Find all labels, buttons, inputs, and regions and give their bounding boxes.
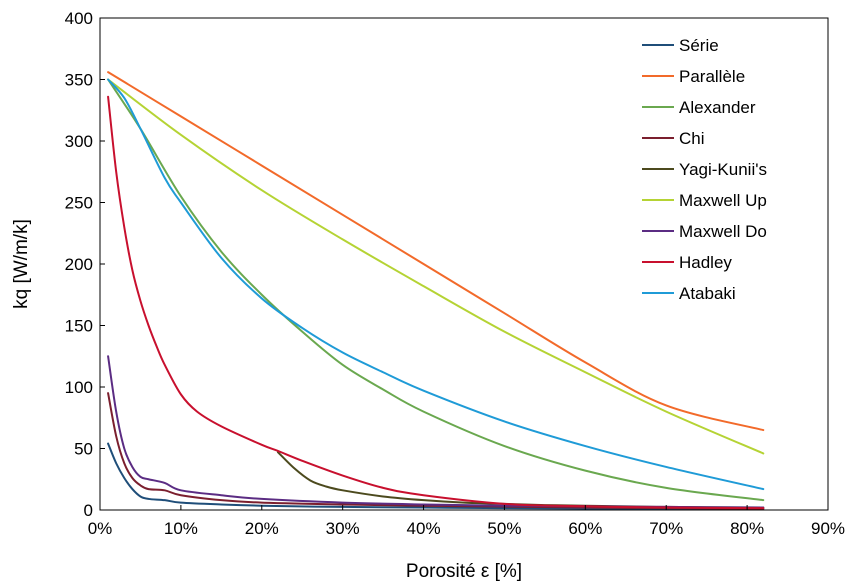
- x-axis-title: Porosité ε [%]: [406, 561, 522, 582]
- y-tick-label: 200: [65, 255, 93, 274]
- legend-label: Maxwell Up: [679, 191, 767, 210]
- x-tick-label: 60%: [568, 519, 602, 538]
- series-line-6: [107, 78, 765, 455]
- legend-label: Hadley: [679, 253, 732, 272]
- legend-label: Parallèle: [679, 67, 745, 86]
- x-tick-label: 40%: [407, 519, 441, 538]
- legend: Série Parallèle Alexander Chi Yagi-Kunii's Ma…: [642, 36, 767, 303]
- y-axis-title: kq [W/m/k]: [11, 219, 32, 309]
- series-line-8: [107, 95, 765, 510]
- legend-label: Alexander: [679, 98, 756, 117]
- series-line-7: [107, 355, 765, 509]
- y-tick-label: 0: [84, 501, 93, 520]
- x-tick-label: 20%: [245, 519, 279, 538]
- y-tick-label: 50: [74, 440, 93, 459]
- series-line-9: [107, 78, 765, 491]
- series-line-2: [107, 71, 765, 432]
- legend-label: Atabaki: [679, 284, 736, 303]
- y-tick-label: 100: [65, 378, 93, 397]
- y-tick-label: 150: [65, 317, 93, 336]
- y-tick-label: 300: [65, 132, 93, 151]
- x-tick-label: 70%: [649, 519, 683, 538]
- legend-label: Yagi-Kunii's: [679, 160, 767, 179]
- series-line-5: [276, 451, 765, 509]
- series-layer: [107, 71, 765, 511]
- x-tick-label: 0%: [88, 519, 113, 538]
- legend-label: Série: [679, 36, 719, 55]
- x-tick-label: 30%: [326, 519, 360, 538]
- series-line-4: [107, 392, 765, 510]
- ticks-layer: 0% 10% 20% 30% 40% 50% 60% 70% 80% 90% 0 50 100 150 20…: [65, 9, 845, 538]
- y-tick-label: 350: [65, 71, 93, 90]
- x-tick-label: 50%: [487, 519, 521, 538]
- x-tick-label: 80%: [730, 519, 764, 538]
- x-tick-label: 90%: [811, 519, 845, 538]
- legend-label: Maxwell Do: [679, 222, 767, 241]
- x-tick-label: 10%: [164, 519, 198, 538]
- y-tick-label: 400: [65, 9, 93, 28]
- series-line-3: [107, 78, 765, 502]
- series-line-1: [107, 442, 765, 511]
- y-tick-label: 250: [65, 194, 93, 213]
- legend-label: Chi: [679, 129, 705, 148]
